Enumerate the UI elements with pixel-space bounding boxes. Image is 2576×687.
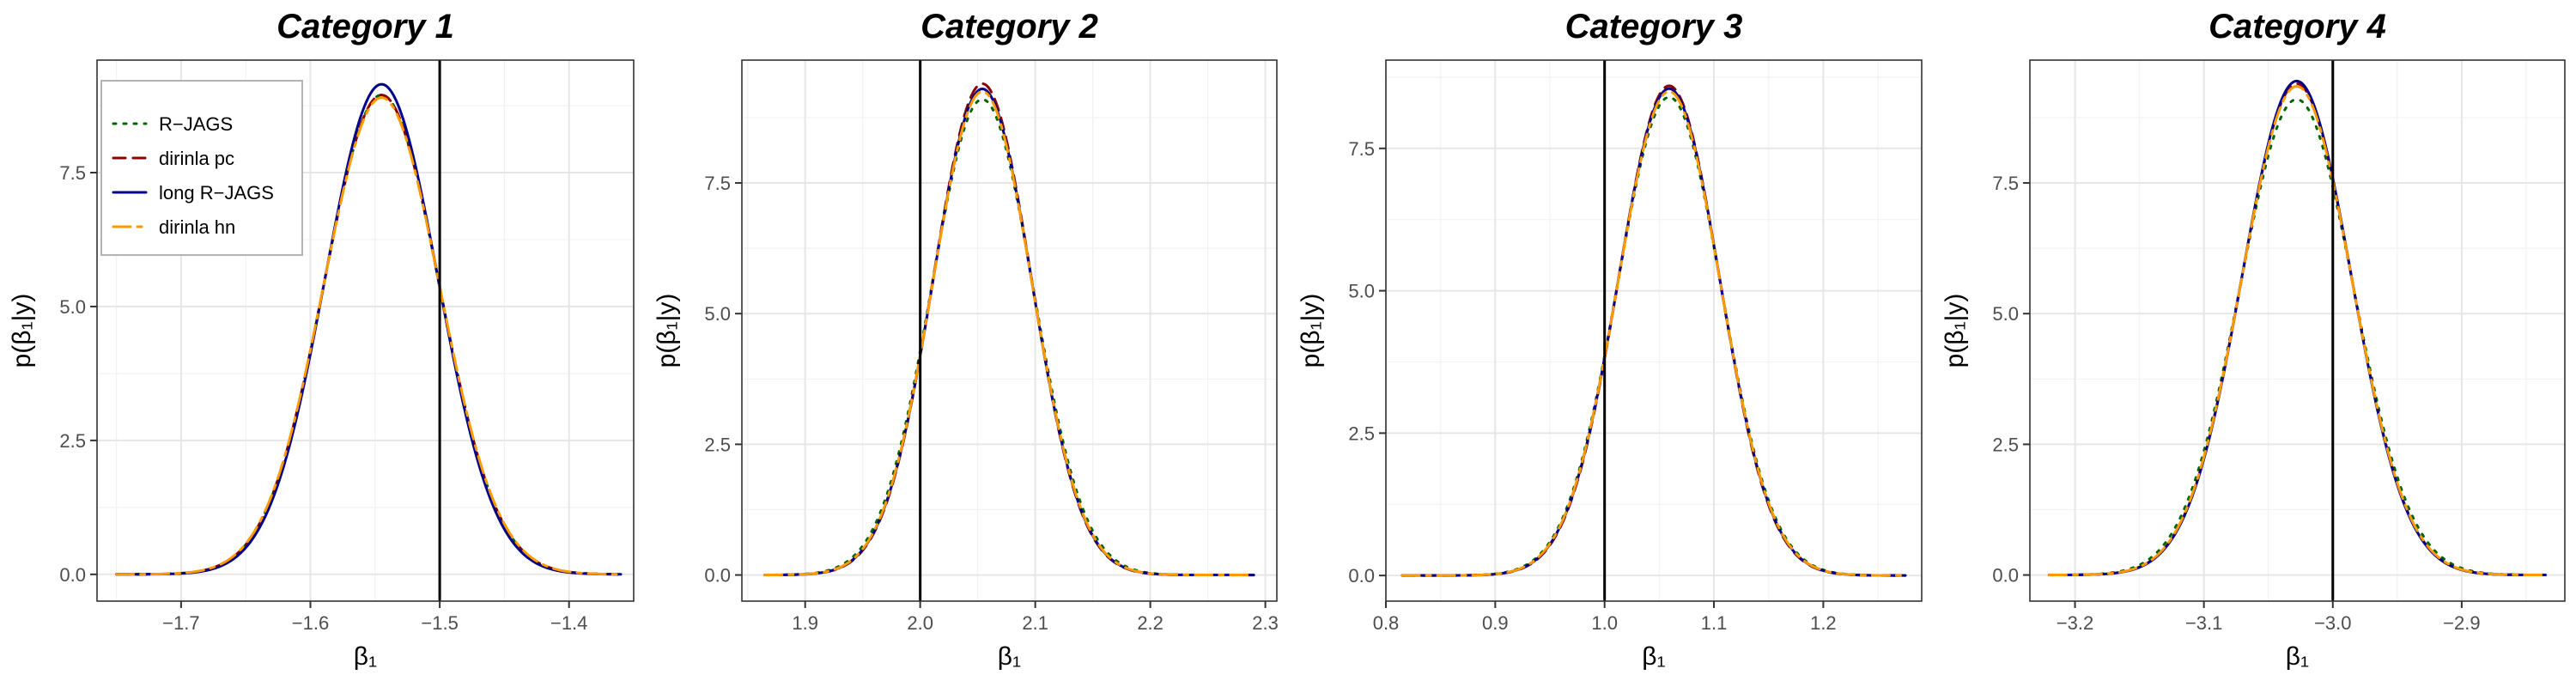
x-tick-label: −3.0: [2314, 612, 2351, 634]
x-tick-label: −2.9: [2443, 612, 2480, 634]
series-line-1: [763, 98, 1255, 577]
legend-label: R−JAGS: [159, 113, 233, 135]
x-tick-label: 1.9: [792, 612, 818, 634]
y-tick-label: 5.0: [1992, 303, 2019, 325]
y-tick-label: 0.0: [704, 565, 731, 587]
x-tick-label: 1.1: [1701, 612, 1728, 634]
y-tick-label: 0.0: [1348, 565, 1375, 587]
x-tick-label: −1.6: [292, 612, 329, 634]
y-tick-label: 7.5: [704, 173, 731, 194]
series-line-4: [115, 96, 623, 576]
y-tick-label: 2.5: [704, 434, 731, 455]
y-tick-label: 2.5: [1992, 434, 2019, 455]
y-tick-label: 2.5: [1348, 423, 1375, 444]
y-tick-label: 5.0: [1348, 281, 1375, 302]
panel-title: Category 3: [1565, 8, 1743, 46]
panel-border: [96, 59, 635, 602]
panel-border: [741, 59, 1278, 602]
panel-title: Category 2: [920, 8, 1098, 46]
panel-background: [742, 60, 1277, 601]
x-axis-title: β₁: [2286, 642, 2309, 671]
x-axis-title: β₁: [998, 642, 1021, 671]
y-tick-label: 0.0: [59, 564, 86, 586]
series-line-4: [2048, 84, 2547, 577]
panel-title: Category 1: [276, 8, 454, 46]
x-tick-label: 0.8: [1373, 612, 1400, 634]
x-tick-label: 2.3: [1252, 612, 1279, 634]
x-tick-label: 2.0: [907, 612, 933, 634]
x-tick-label: −1.4: [550, 612, 587, 634]
series-line-4: [763, 90, 1255, 577]
series-line-4: [1400, 89, 1907, 577]
x-axis-title: β₁: [1642, 642, 1665, 671]
legend: R−JAGS dirinla pc long R−JAGS dirinla hn: [100, 80, 303, 256]
y-axis-title: p(β₁|y): [8, 294, 36, 368]
panel-border: [2029, 59, 2566, 602]
panel-border: [1385, 59, 1923, 602]
y-tick-label: 5.0: [59, 296, 86, 318]
x-tick-label: 1.0: [1591, 612, 1618, 634]
y-tick-label: 5.0: [704, 303, 731, 325]
x-tick-label: 2.1: [1022, 612, 1048, 634]
y-axis-title: p(β₁|y): [1297, 294, 1325, 368]
y-axis-title: p(β₁|y): [1941, 294, 1969, 368]
panel-background: [1386, 60, 1922, 601]
y-axis-title: p(β₁|y): [653, 294, 681, 368]
y-tick-label: 2.5: [59, 430, 86, 452]
panel-2: 1.9 2.0 2.1 2.2 2.3 0.0 2.5 5.0 7.5 Category 2 β₁ p…: [653, 8, 1279, 671]
x-tick-label: −3.2: [2057, 612, 2093, 634]
x-tick-label: 2.2: [1137, 612, 1163, 634]
y-tick-label: 7.5: [1992, 173, 2019, 194]
legend-label: long R−JAGS: [159, 182, 274, 204]
y-tick-label: 0.0: [1992, 565, 2019, 587]
x-tick-label: −1.7: [162, 612, 199, 634]
x-tick-label: 0.9: [1482, 612, 1509, 634]
x-tick-label: −1.5: [421, 612, 458, 634]
y-tick-label: 7.5: [59, 162, 86, 184]
x-axis-title: β₁: [354, 642, 377, 671]
x-tick-label: −3.1: [2185, 612, 2222, 634]
panel-background: [2030, 60, 2565, 601]
panel-3: 0.8 0.9 1.0 1.1 1.2 0.0 2.5 5.0 7.5 Category 3 β₁ p…: [1297, 8, 1923, 671]
panel-title: Category 4: [2208, 8, 2386, 46]
panel-1: −1.7 −1.6 −1.5 −1.4 0.0 2.5 5.0 7.5 Category 1 β₁…: [8, 8, 635, 671]
legend-box: [100, 80, 303, 256]
legend-label: dirinla hn: [159, 216, 235, 238]
x-tick-label: 1.2: [1810, 612, 1837, 634]
y-tick-label: 7.5: [1348, 138, 1375, 160]
panel-4: −3.2 −3.1 −3.0 −2.9 0.0 2.5 5.0 7.5 Category 4 β₁…: [1941, 8, 2566, 671]
legend-label: dirinla pc: [159, 148, 234, 169]
